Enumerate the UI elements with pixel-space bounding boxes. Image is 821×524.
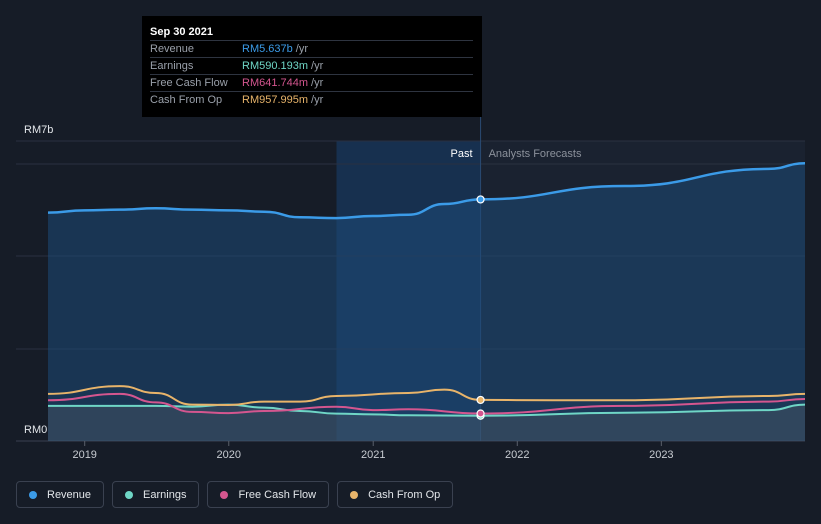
x-tick-label: 2021 <box>361 449 385 461</box>
tooltip-label: Cash From Op <box>150 94 223 106</box>
legend-label: Revenue <box>47 488 92 501</box>
chart-tooltip: Sep 30 2021 Revenue RM5.637b /yr Earning… <box>142 16 482 117</box>
tooltip-value: RM5.637b <box>242 43 293 55</box>
tooltip-value: RM590.193m <box>242 60 309 72</box>
revenue-area <box>48 163 805 442</box>
tooltip-date: Sep 30 2021 <box>150 26 213 38</box>
legend-label: Earnings <box>143 488 187 501</box>
tooltip-unit: /yr <box>311 77 324 89</box>
free-cash-flow-dot-icon <box>220 490 229 499</box>
free-cash-flow-marker <box>476 409 485 418</box>
cash-from-op-dot-icon <box>350 490 359 499</box>
past-label: Past <box>451 148 473 160</box>
legend-label: Cash From Op <box>368 488 441 501</box>
legend-item-free-cash-flow[interactable]: Free Cash Flow <box>207 481 330 508</box>
tooltip-value: RM641.744m <box>242 77 309 89</box>
free-cash-flow-line <box>47 392 806 415</box>
tooltip-unit: /yr <box>311 60 324 72</box>
legend-item-revenue[interactable]: Revenue <box>16 481 105 508</box>
revenue-dot-icon <box>29 490 37 499</box>
earnings-dot-icon <box>125 490 134 499</box>
chart-legend: Revenue Earnings Free Cash Flow Cash Fro… <box>16 481 454 508</box>
tooltip-label: Earnings <box>150 60 194 72</box>
y-tick-label: RM0 <box>24 424 47 436</box>
tooltip-label: Free Cash Flow <box>150 77 228 89</box>
tooltip-unit: /yr <box>295 43 308 55</box>
revenue-marker <box>476 195 485 204</box>
tooltip-row-cash-from-op: Cash From Op RM957.995m /yr <box>150 91 473 108</box>
tooltip-row-revenue: Revenue RM5.637b /yr <box>150 40 473 57</box>
x-tick-label: 2022 <box>505 449 529 461</box>
tooltip-row-earnings: Earnings RM590.193m /yr <box>150 57 473 74</box>
tooltip-unit: /yr <box>311 94 324 106</box>
forecast-label: Analysts Forecasts <box>489 148 582 160</box>
earnings-line <box>48 403 806 417</box>
y-tick-label: RM7b <box>24 124 53 136</box>
cash-from-op-marker <box>476 395 485 405</box>
legend-item-cash-from-op[interactable]: Cash From Op <box>337 481 454 508</box>
x-tick-label: 2019 <box>72 449 96 461</box>
x-tick-label: 2023 <box>649 449 673 461</box>
tooltip-value: RM957.995m <box>242 94 309 106</box>
legend-item-earnings[interactable]: Earnings <box>112 481 200 508</box>
cash-from-op-line <box>47 385 806 407</box>
tooltip-row-free-cash-flow: Free Cash Flow RM641.744m /yr <box>150 74 473 91</box>
tooltip-label: Revenue <box>150 43 195 55</box>
legend-label: Free Cash Flow <box>238 488 317 501</box>
revenue-line <box>47 162 806 220</box>
x-tick-label: 2020 <box>217 449 241 461</box>
